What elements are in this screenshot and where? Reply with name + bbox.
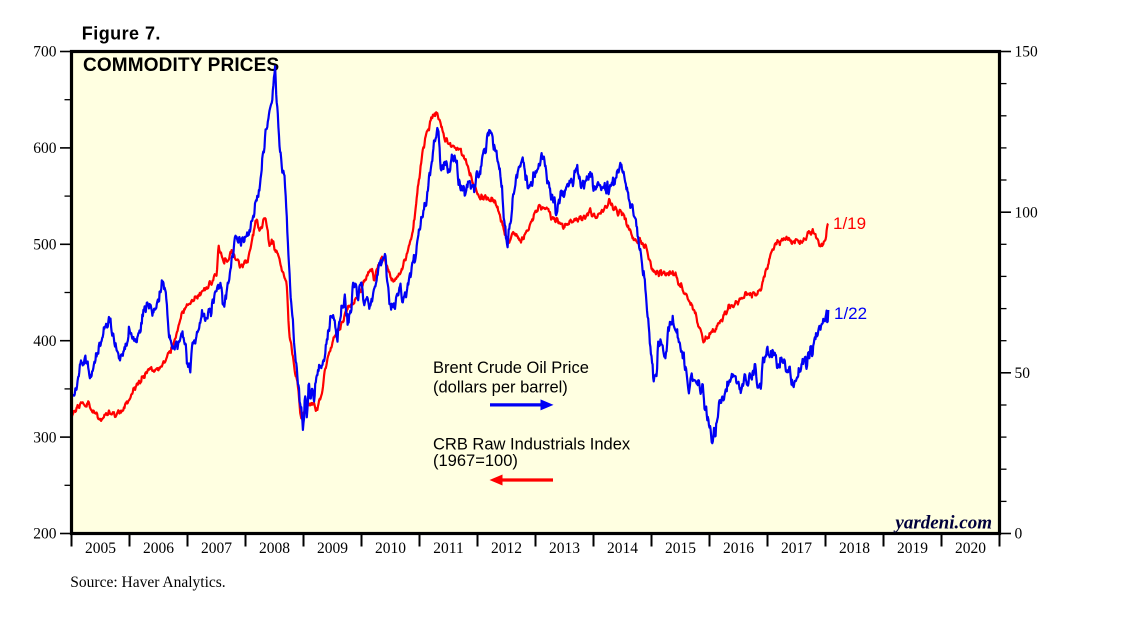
svg-text:2007: 2007 bbox=[201, 540, 232, 557]
svg-text:(1967=100): (1967=100) bbox=[433, 452, 518, 470]
svg-text:2016: 2016 bbox=[723, 540, 754, 557]
svg-text:2018: 2018 bbox=[839, 540, 870, 557]
svg-text:yardeni.com: yardeni.com bbox=[893, 513, 992, 534]
svg-text:COMMODITY PRICES: COMMODITY PRICES bbox=[83, 55, 279, 76]
svg-text:200: 200 bbox=[33, 526, 57, 543]
svg-text:Brent Crude Oil Price: Brent Crude Oil Price bbox=[433, 359, 589, 377]
svg-text:2011: 2011 bbox=[433, 540, 463, 557]
svg-text:2017: 2017 bbox=[781, 540, 812, 557]
svg-text:0: 0 bbox=[1015, 526, 1023, 543]
svg-text:700: 700 bbox=[33, 44, 57, 61]
svg-text:1/19: 1/19 bbox=[833, 214, 866, 233]
svg-text:2012: 2012 bbox=[491, 540, 522, 557]
svg-text:2015: 2015 bbox=[665, 540, 696, 557]
svg-text:50: 50 bbox=[1015, 365, 1031, 382]
svg-text:CRB Raw Industrials Index: CRB Raw Industrials Index bbox=[433, 436, 631, 454]
svg-text:2014: 2014 bbox=[607, 540, 638, 557]
svg-text:2013: 2013 bbox=[549, 540, 580, 557]
svg-text:2019: 2019 bbox=[897, 540, 928, 557]
svg-text:100: 100 bbox=[1015, 204, 1039, 221]
svg-text:(dollars per barrel): (dollars per barrel) bbox=[433, 379, 568, 397]
svg-text:2008: 2008 bbox=[259, 540, 290, 557]
svg-text:2005: 2005 bbox=[85, 540, 116, 557]
svg-text:2009: 2009 bbox=[317, 540, 348, 557]
svg-text:600: 600 bbox=[33, 140, 57, 157]
svg-text:1/22: 1/22 bbox=[834, 304, 867, 323]
svg-text:500: 500 bbox=[33, 237, 57, 254]
svg-text:150: 150 bbox=[1015, 44, 1039, 61]
svg-text:2006: 2006 bbox=[143, 540, 174, 557]
svg-text:Figure 7.: Figure 7. bbox=[82, 24, 161, 44]
svg-text:Source: Haver Analytics.: Source: Haver Analytics. bbox=[70, 574, 225, 591]
svg-text:2010: 2010 bbox=[375, 540, 406, 557]
svg-text:2020: 2020 bbox=[955, 540, 986, 557]
svg-text:400: 400 bbox=[33, 333, 57, 350]
svg-text:300: 300 bbox=[33, 429, 57, 446]
